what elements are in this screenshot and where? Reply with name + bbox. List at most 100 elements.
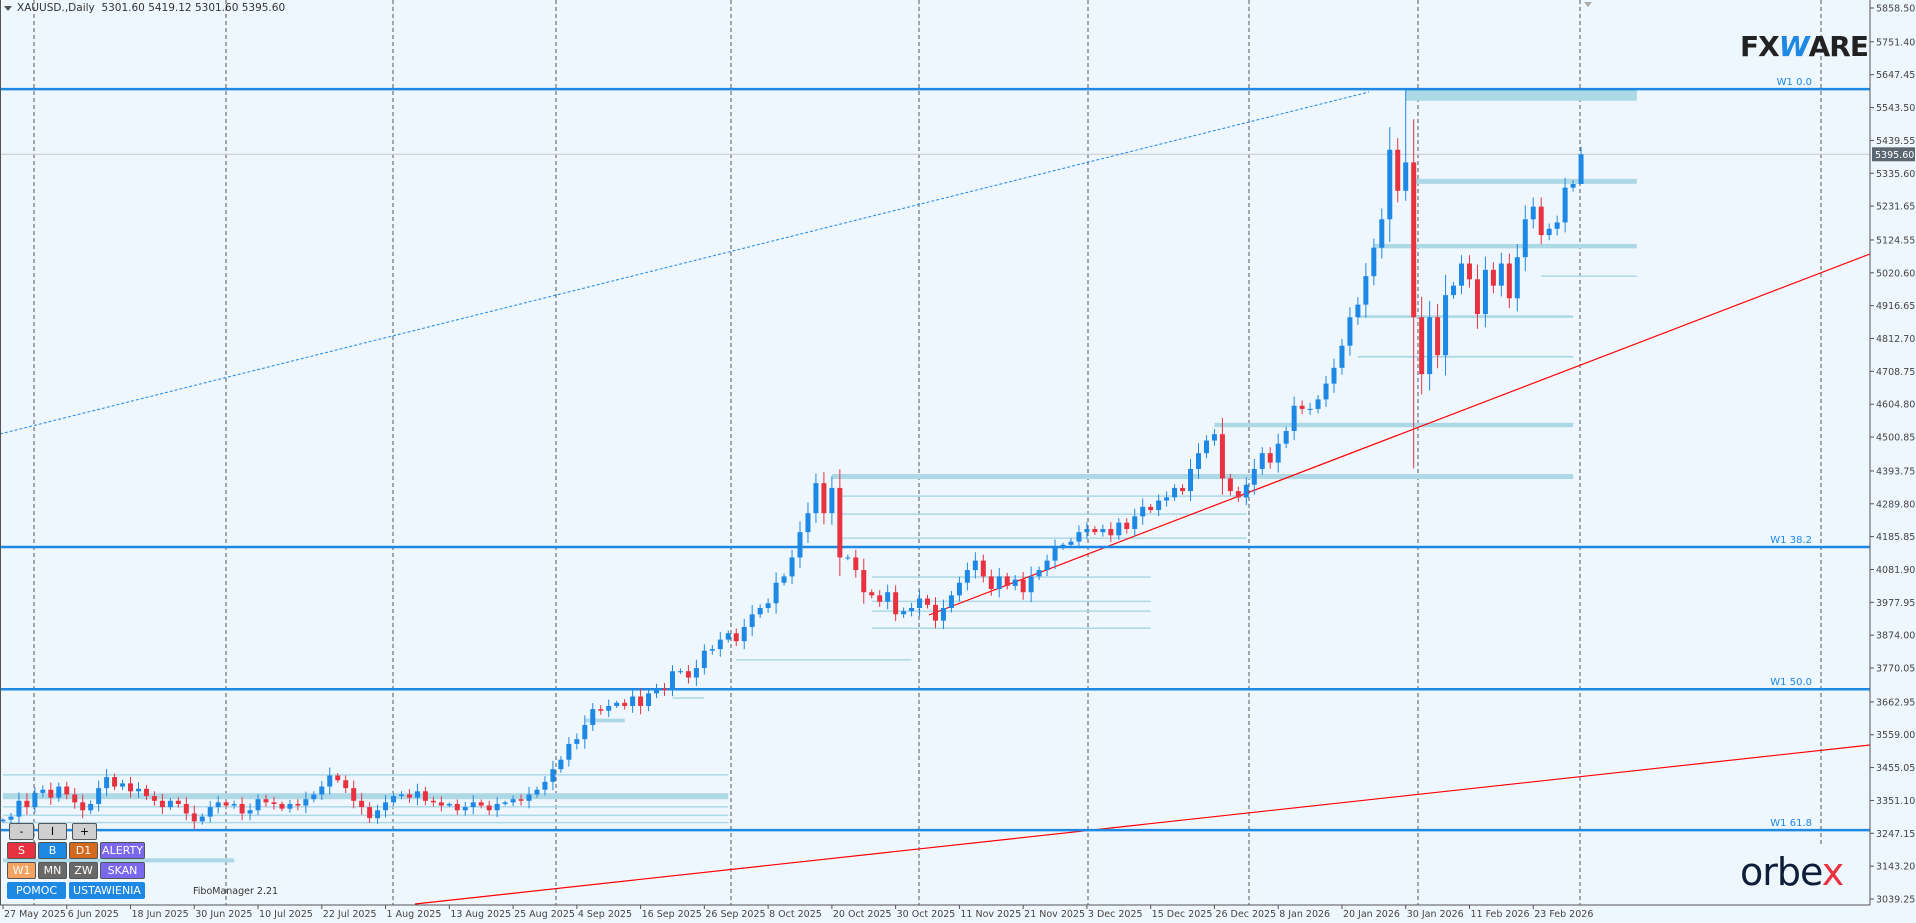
candle (271, 796, 277, 810)
collapse-triangle-icon[interactable] (4, 5, 12, 11)
candle (972, 552, 978, 579)
candle-body (925, 598, 931, 605)
candle (80, 794, 86, 819)
candle-body (789, 557, 795, 577)
candle-body (1546, 228, 1552, 236)
candle-body (1291, 405, 1297, 432)
candle (1020, 571, 1026, 600)
current-price-marker (1872, 147, 1915, 162)
zoom-out-button[interactable]: - (9, 823, 34, 840)
candle-body (207, 807, 213, 817)
mn-button[interactable]: MN (38, 862, 67, 879)
candle-body (1459, 263, 1465, 286)
candle (1466, 255, 1472, 288)
candle-body (566, 743, 572, 760)
candle-body (422, 791, 428, 801)
candle (462, 801, 468, 816)
candle-body (1355, 304, 1361, 318)
date-tick-label: 15 Dec 2025 (1152, 909, 1213, 920)
candle (1068, 538, 1074, 549)
candle-body (861, 570, 867, 593)
candle (797, 521, 803, 569)
price-tick-label: 3351.10 (1876, 796, 1915, 807)
price-tick-label: 4708.75 (1876, 367, 1915, 378)
candle-body (1283, 431, 1289, 444)
candle (1546, 223, 1552, 241)
settings-button[interactable]: USTAWIENIA (69, 882, 145, 899)
candle (534, 786, 540, 798)
candle (574, 733, 580, 750)
candle-body (478, 802, 484, 806)
candle (430, 796, 436, 807)
sell-button[interactable]: S (7, 842, 36, 859)
candle-body (606, 705, 612, 711)
candle (159, 793, 165, 814)
candle-body (80, 802, 86, 811)
candle (470, 795, 476, 815)
candle-body (462, 807, 468, 811)
date-tick-label: 23 Feb 2026 (1534, 909, 1593, 920)
date-tick-label: 22 Jul 2025 (323, 909, 377, 920)
fib-level-label: W1 0.0 (1777, 77, 1812, 88)
price-tick-label: 4393.75 (1876, 466, 1915, 477)
candle-body (662, 688, 668, 691)
candle-body (24, 800, 30, 808)
candle (654, 683, 660, 699)
trendline-upper (928, 253, 1871, 616)
price-tick-label: 4500.85 (1876, 433, 1915, 444)
candle-body (845, 557, 851, 559)
fibo-zone (1373, 243, 1637, 249)
candle-body (1235, 491, 1241, 498)
candle-body (1259, 453, 1265, 469)
fibo-zone (1541, 275, 1637, 277)
candle-body (255, 799, 261, 811)
date-tick-label: 30 Jun 2025 (195, 909, 252, 920)
candle-body (1052, 547, 1058, 561)
candle-body (869, 592, 875, 596)
candle (1028, 566, 1034, 603)
candle-body (542, 781, 548, 790)
candle-body (1331, 367, 1337, 384)
candle (669, 665, 675, 697)
price-tick-label: 3143.20 (1876, 862, 1915, 873)
candle-body (901, 611, 907, 615)
candle-body (1275, 443, 1281, 463)
candle (1498, 252, 1504, 297)
help-button[interactable]: POMOC (7, 882, 66, 899)
candle (1180, 484, 1186, 495)
candle-body (1164, 497, 1170, 501)
candle (901, 607, 907, 618)
candle-body (1554, 222, 1560, 229)
fibo-zone (871, 600, 1151, 603)
candle (1092, 526, 1098, 535)
zw-button[interactable]: ZW (69, 862, 98, 879)
w1-button[interactable]: W1 (7, 862, 36, 879)
candle-body (414, 791, 420, 798)
candle-body (1395, 149, 1401, 191)
fibo-zone (1413, 178, 1637, 184)
date-tick-label: 8 Jan 2026 (1279, 909, 1330, 920)
dashed-trendline (0, 91, 1370, 435)
candle-body (430, 800, 436, 803)
candle-body (717, 639, 723, 650)
candle (909, 602, 915, 617)
candle-body (1347, 317, 1353, 346)
scan-button[interactable]: SKAN (100, 862, 145, 879)
candle-body (1132, 516, 1138, 529)
zoom-in-button[interactable]: + (72, 823, 97, 840)
candle-body (191, 813, 197, 822)
date-tick-label: 26 Dec 2025 (1215, 909, 1276, 920)
pause-button[interactable]: I (38, 823, 67, 840)
d1-button[interactable]: D1 (69, 842, 98, 859)
price-tick-label: 5751.40 (1876, 37, 1915, 48)
candle (88, 800, 94, 814)
candle-body (677, 671, 683, 673)
buy-button[interactable]: B (38, 842, 67, 859)
candle (757, 604, 763, 618)
candle-body (1140, 506, 1146, 517)
candle-body (1044, 560, 1050, 571)
candle-body (622, 702, 628, 706)
alerts-button[interactable]: ALERTY (100, 842, 145, 859)
candle-body (494, 803, 500, 811)
